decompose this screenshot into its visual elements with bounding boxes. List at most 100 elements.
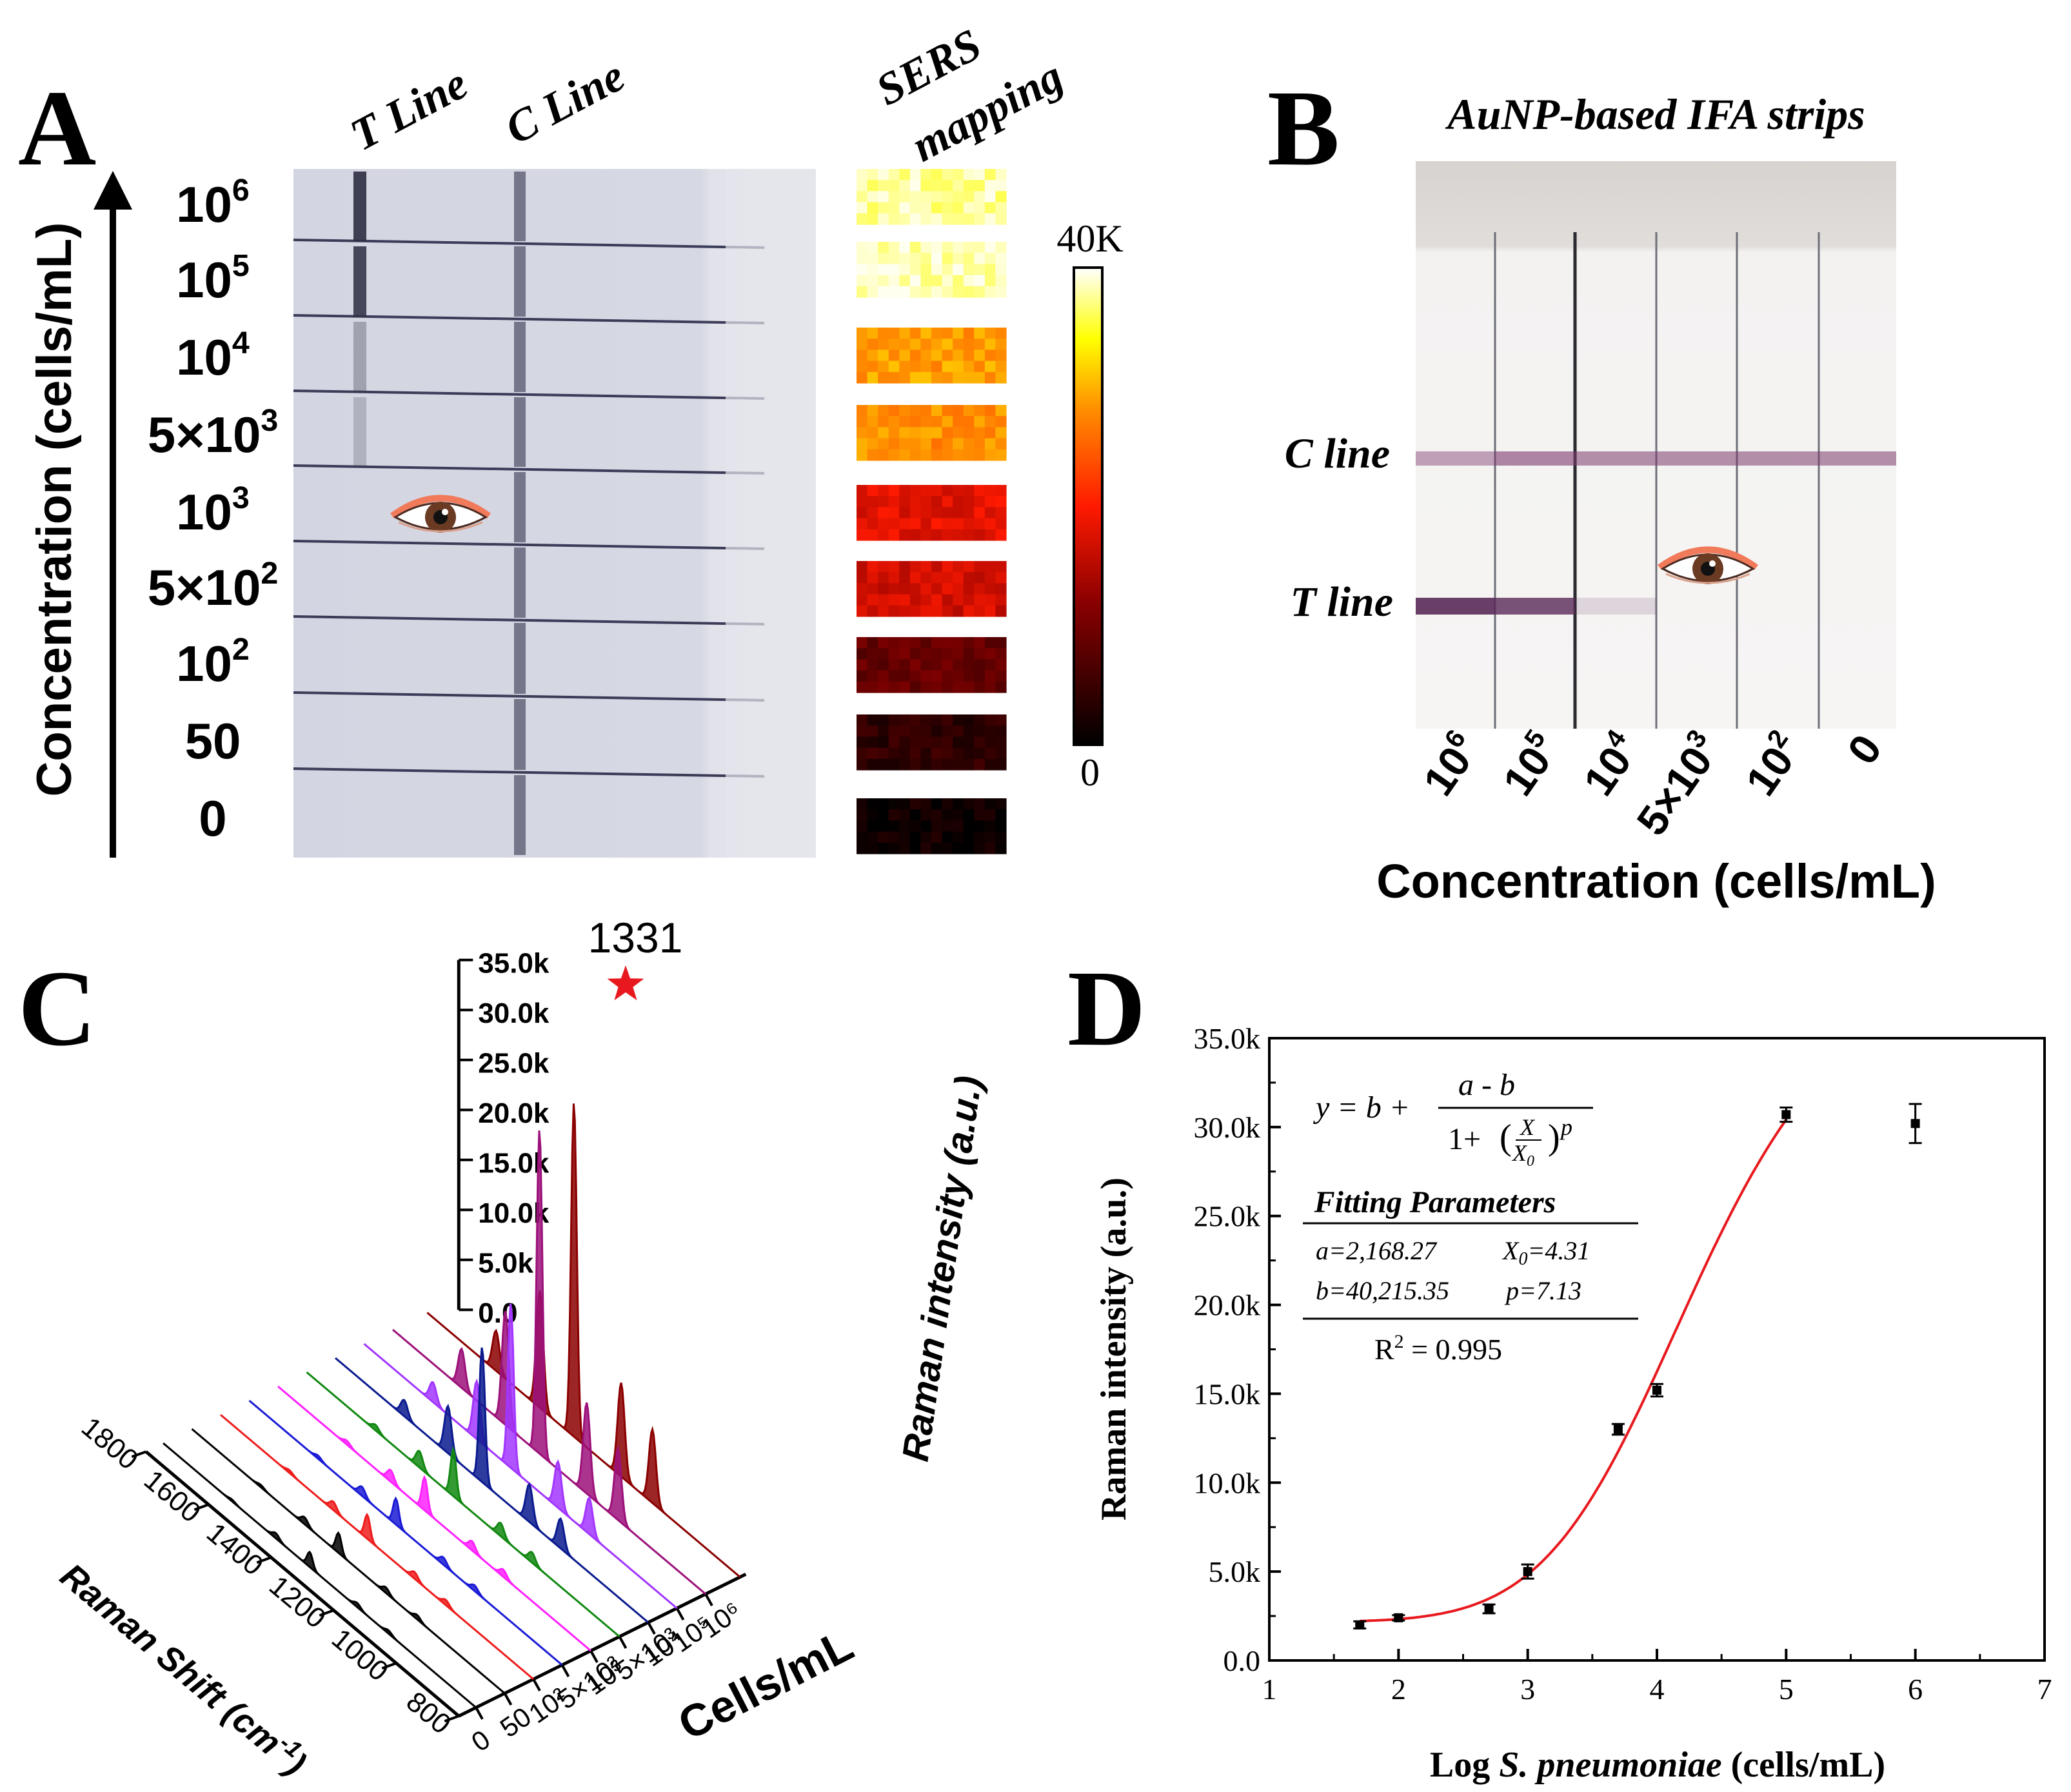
x-tick-label: 3	[1520, 1673, 1535, 1706]
conc-tick	[532, 1679, 541, 1691]
c-line-band	[514, 699, 526, 770]
r-squared: R2 = 0.995	[1374, 1331, 1502, 1366]
spectrum-5×10²	[248, 1399, 563, 1666]
y-tick-label: 35.0k	[1194, 1022, 1261, 1055]
strip-separator	[293, 314, 765, 324]
c-line-band-b	[1575, 451, 1656, 466]
t-line-band-b	[1575, 598, 1656, 615]
data-point-3	[1521, 1563, 1534, 1580]
data-points	[1353, 1103, 1922, 1630]
panel-a: A T Line C Line SERS mapping Concentrati…	[18, 20, 1124, 858]
strip-separator	[293, 767, 765, 778]
sers-map-4	[857, 485, 1007, 541]
panel-b-label: B	[1267, 68, 1340, 188]
t-line-band-b	[1495, 598, 1575, 615]
y-tick-label: 15.0k	[1194, 1377, 1261, 1410]
c-line-band-b	[1416, 451, 1495, 466]
panel-b: B AuNP-based IFA strips C line T line 10…	[1267, 68, 1936, 908]
panel-c: C 1331 8001000120014001600180005010²5×10…	[18, 914, 990, 1783]
conc-tick	[704, 1593, 713, 1606]
concentration-label-6: 102	[176, 632, 250, 692]
y-tick-label: 25.0k	[1194, 1200, 1261, 1233]
shift-tick	[256, 1556, 272, 1564]
strip-separator	[293, 464, 765, 475]
data-point-4	[1611, 1423, 1625, 1436]
equation-den-x0: X0	[1511, 1140, 1534, 1170]
spectrum-50	[191, 1428, 506, 1695]
data-point-5	[1650, 1383, 1663, 1398]
y-tick-label: 0.0	[1224, 1644, 1261, 1677]
c-line-band	[514, 623, 526, 694]
conc-tick	[647, 1622, 656, 1635]
equation: y = b + a - b 1+ ( X X0 ) p	[1313, 1068, 1593, 1170]
c-line-band	[514, 172, 526, 241]
panel-d-axes: 1 2 3 4 5 6 7 0.0 5.0k 10.0k 15.0k 20.0k 25.0k 30.0k 3…	[1194, 1022, 2052, 1706]
data-point-6	[1779, 1107, 1793, 1123]
x-tick-label: 5	[1779, 1673, 1794, 1706]
x-tick-label: 7	[2037, 1673, 2052, 1706]
x-tick-label: 1	[1262, 1673, 1277, 1706]
c-line-band-b	[1819, 451, 1896, 466]
equation-den-a: 1+	[1448, 1122, 1481, 1156]
spectrum-10³	[277, 1385, 591, 1652]
equation-exponent: p	[1559, 1114, 1572, 1140]
c-line-band	[514, 397, 526, 467]
concentration-label-8: 0	[199, 790, 226, 847]
data-point-0	[1353, 1620, 1367, 1630]
sers-map-8	[857, 798, 1007, 854]
ifa-label-3: 5×103	[1625, 724, 1730, 844]
panel-d: D 1 2 3 4 5 6 7 0.0 5.0k 10.0k 15.0k 20.0k 25.0k 30.0…	[1067, 949, 2052, 1785]
strip-separator	[293, 691, 765, 702]
sers-map-0	[857, 169, 1007, 225]
t-line-band	[353, 322, 366, 392]
x-tick-label: 2	[1391, 1673, 1406, 1706]
raman-shift-axis	[144, 1450, 460, 1718]
equation-numerator: a - b	[1458, 1068, 1515, 1102]
conc-tick	[590, 1650, 599, 1663]
t-line-band-b	[1416, 598, 1495, 615]
x-tick-label: 4	[1650, 1673, 1665, 1706]
concentration-axis	[458, 1572, 747, 1718]
y-tick-label: 30.0k	[1194, 1111, 1261, 1144]
concentration-label-1: 105	[176, 248, 250, 308]
y-tick-label: 5.0k	[1209, 1555, 1261, 1588]
equation-paren-open: (	[1500, 1118, 1512, 1157]
t-line-band	[353, 246, 366, 317]
c-line-band-b	[1495, 451, 1575, 466]
strip-separator	[293, 615, 765, 625]
data-point-1	[1392, 1613, 1405, 1622]
concentration-label-2: 104	[176, 326, 250, 386]
panel-d-ylabel: Raman intensity (a.u.)	[1094, 1177, 1134, 1521]
equation-den-x: X	[1519, 1114, 1536, 1140]
shift-tick	[319, 1609, 334, 1617]
panel-d-label: D	[1067, 949, 1145, 1068]
colorbar-min: 0	[1080, 751, 1100, 794]
conc-tick	[618, 1636, 628, 1649]
spectrum-10⁶	[392, 1130, 706, 1595]
param-b: b=40,215.35	[1316, 1276, 1449, 1305]
concentration-label-0: 106	[176, 173, 250, 233]
t-line-header: T Line	[342, 59, 475, 161]
param-x0: X0=4.31	[1501, 1236, 1590, 1269]
intensity-tick-label: 25.0k	[478, 1048, 550, 1079]
shift-tick-label: 800	[401, 1686, 457, 1740]
sers-mapping	[857, 169, 1007, 854]
conc-tick	[560, 1664, 570, 1677]
spectrum-10⁶ (front)	[426, 1103, 741, 1578]
absorbent-pad	[726, 169, 816, 858]
t-line-label: T line	[1291, 578, 1394, 625]
conc-tick-label: 0	[466, 1724, 495, 1757]
ifa-label-1: 105	[1491, 724, 1569, 804]
strip-separator	[293, 239, 765, 249]
c-line-header: C Line	[497, 51, 633, 154]
panel-c-zlabel: Raman intensity (a.u.)	[895, 1073, 990, 1464]
spectrum-10⁵	[363, 1303, 678, 1610]
strip-separator	[293, 389, 765, 400]
conc-tick	[675, 1608, 685, 1620]
peak-1331-label: 1331	[588, 914, 683, 961]
shift-tick	[381, 1662, 397, 1670]
sers-map-1	[857, 242, 1007, 298]
conc-tick	[503, 1693, 513, 1706]
